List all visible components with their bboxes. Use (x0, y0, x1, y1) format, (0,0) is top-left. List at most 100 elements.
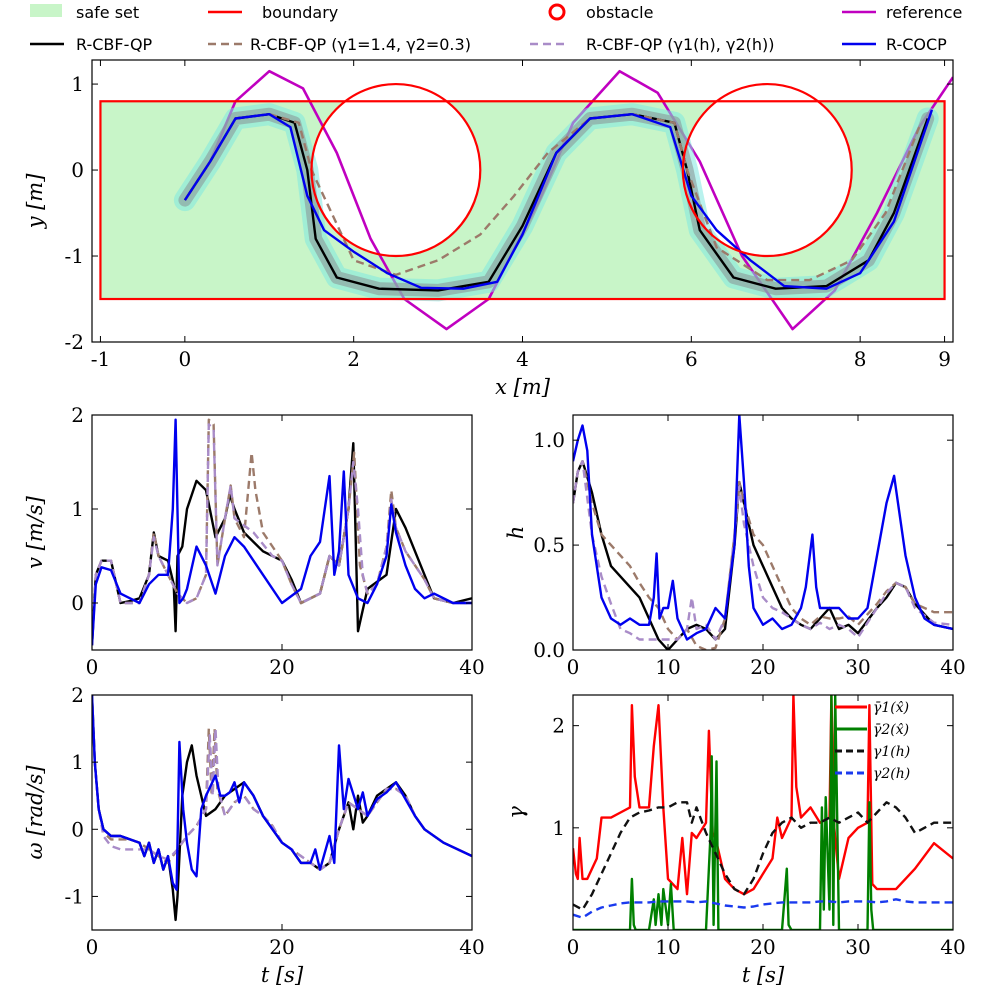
y-tick-label: 0.5 (533, 533, 565, 557)
y-tick-label: -1 (65, 244, 84, 268)
obstacle-fill-0 (311, 84, 481, 257)
y-tick-label: 0.0 (533, 638, 565, 662)
series-line-0 (92, 695, 472, 922)
series-line-3 (92, 418, 472, 646)
axes-frame (91, 414, 473, 651)
x-tick-label: 40 (459, 655, 484, 679)
x-tick-label: 0 (178, 347, 191, 371)
x-tick-label: 4 (516, 347, 529, 371)
gamma-legend-label-1: γ̄2(x̂) (873, 722, 909, 738)
y-axis-label: v [m/s] (23, 495, 47, 568)
x-axis-label: t [s] (261, 963, 304, 987)
chart-gammas: 0 10 20 30 40 1 2 t [s] γ γ̄1(x̂) γ̄2(x̂) γ1(h) γ2(h… (504, 694, 966, 987)
y-tick-label: 1 (71, 497, 84, 521)
y-tick-label: -2 (65, 330, 84, 354)
x-tick-label: 0 (86, 655, 99, 679)
y-tick-label: 2 (71, 683, 84, 707)
series-line-2 (92, 423, 472, 646)
x-tick-label: 6 (685, 347, 698, 371)
legend-safe-set-swatch (30, 4, 62, 17)
y-tick-label: -1 (65, 884, 84, 908)
chart-trajectory: -1 0 2 4 6 8 9 -2 -1 0 1 x [m] y [m] (23, 59, 954, 399)
chart-velocity: 0 20 40 0 1 2 v [m/s] (23, 403, 485, 679)
x-tick-label: 10 (655, 655, 680, 679)
plot-area (573, 695, 953, 930)
y-tick-label: 0 (71, 158, 84, 182)
gamma-legend-label-3: γ2(h) (873, 766, 910, 782)
x-tick-label: 2 (347, 347, 360, 371)
x-tick-label: 30 (845, 935, 870, 959)
axes-frame (572, 414, 954, 651)
y-tick-label: 2 (552, 714, 565, 738)
y-tick-label: 2 (71, 403, 84, 427)
obstacle-circle-1 (681, 82, 853, 258)
y-tick-label: 1 (71, 72, 84, 96)
x-tick-label: 20 (750, 655, 775, 679)
x-tick-label: 0 (86, 935, 99, 959)
legend-rcbfqp-label: R-CBF-QP (76, 35, 153, 54)
series-line-1 (573, 460, 953, 650)
y-axis-label: γ (504, 806, 528, 819)
y-tick-label: 0 (71, 591, 84, 615)
x-tick-label: 9 (938, 347, 951, 371)
y-tick-label: 1 (552, 816, 565, 840)
x-tick-label: 20 (269, 655, 294, 679)
legend-reference-label: reference (886, 3, 962, 22)
series-line-2 (573, 801, 953, 911)
x-tick-label: 0 (567, 655, 580, 679)
legend-obstacle-label: obstacle (586, 3, 653, 22)
series-line-2 (183, 112, 921, 282)
x-axis-label: x [m] (495, 375, 551, 399)
boundary-rect (99, 100, 946, 301)
series-line-3 (573, 415, 953, 641)
x-tick-label: 40 (940, 655, 965, 679)
chart-cbf_value: 0 10 20 30 40 0.0 0.5 1.0 h (504, 414, 966, 679)
series-line-1 (92, 418, 472, 646)
y-tick-label: 1 (71, 750, 84, 774)
series-line-2 (573, 460, 953, 641)
x-tick-label: 20 (750, 935, 775, 959)
x-tick-label: -1 (91, 347, 110, 371)
plot-area (99, 69, 953, 331)
series-line-3 (183, 109, 934, 290)
series-line-1 (573, 695, 953, 930)
legend-rcbfqp-adaptive-label: R-CBF-QP (γ1(h), γ2(h)) (586, 35, 774, 54)
gamma-legend: γ̄1(x̂) γ̄2(x̂) γ1(h) γ2(h) (835, 700, 910, 782)
y-axis-label: h (504, 526, 528, 540)
plot-area (573, 415, 953, 650)
x-tick-label: 30 (845, 655, 870, 679)
series-line-2 (92, 695, 472, 871)
legend-boundary-label: boundary (262, 3, 338, 22)
x-tick-label: 40 (940, 935, 965, 959)
y-tick-label: 0 (71, 817, 84, 841)
axes-frame (91, 694, 473, 931)
series-line-3 (92, 695, 472, 891)
plot-area (92, 695, 472, 922)
y-tick-label: 1.0 (533, 428, 565, 452)
series-line-3 (573, 898, 953, 919)
plot-area (92, 418, 472, 646)
y-axis-label: ω [rad/s] (23, 765, 47, 860)
legend-rcbfqp-const-label: R-CBF-QP (γ1=1.4, γ2=0.3) (250, 35, 471, 54)
x-tick-label: 20 (269, 935, 294, 959)
obstacle-fill-1 (682, 84, 852, 257)
chart-angular_velocity: 0 20 40 -1 0 1 2 t [s] ω [rad/s] (23, 683, 485, 987)
obstacle-circle-0 (310, 82, 482, 258)
y-axis-label: y [m] (23, 173, 47, 230)
x-axis-label: t [s] (742, 963, 785, 987)
series-line-1 (92, 695, 472, 871)
series-line-0 (92, 442, 472, 646)
gamma-legend-label-2: γ1(h) (873, 744, 910, 760)
x-tick-label: 8 (854, 347, 867, 371)
legend-obstacle-swatch (548, 3, 566, 21)
figure-legend: safe set boundary obstacle reference R-C… (30, 3, 962, 54)
legend-rcocp-label: R-COCP (886, 35, 947, 54)
series-line-1 (183, 112, 929, 292)
legend-safe-set-label: safe set (76, 3, 139, 22)
x-tick-label: 40 (459, 935, 484, 959)
gamma-legend-label-0: γ̄1(x̂) (873, 700, 909, 716)
x-tick-label: 10 (655, 935, 680, 959)
series-line-0 (573, 695, 953, 896)
